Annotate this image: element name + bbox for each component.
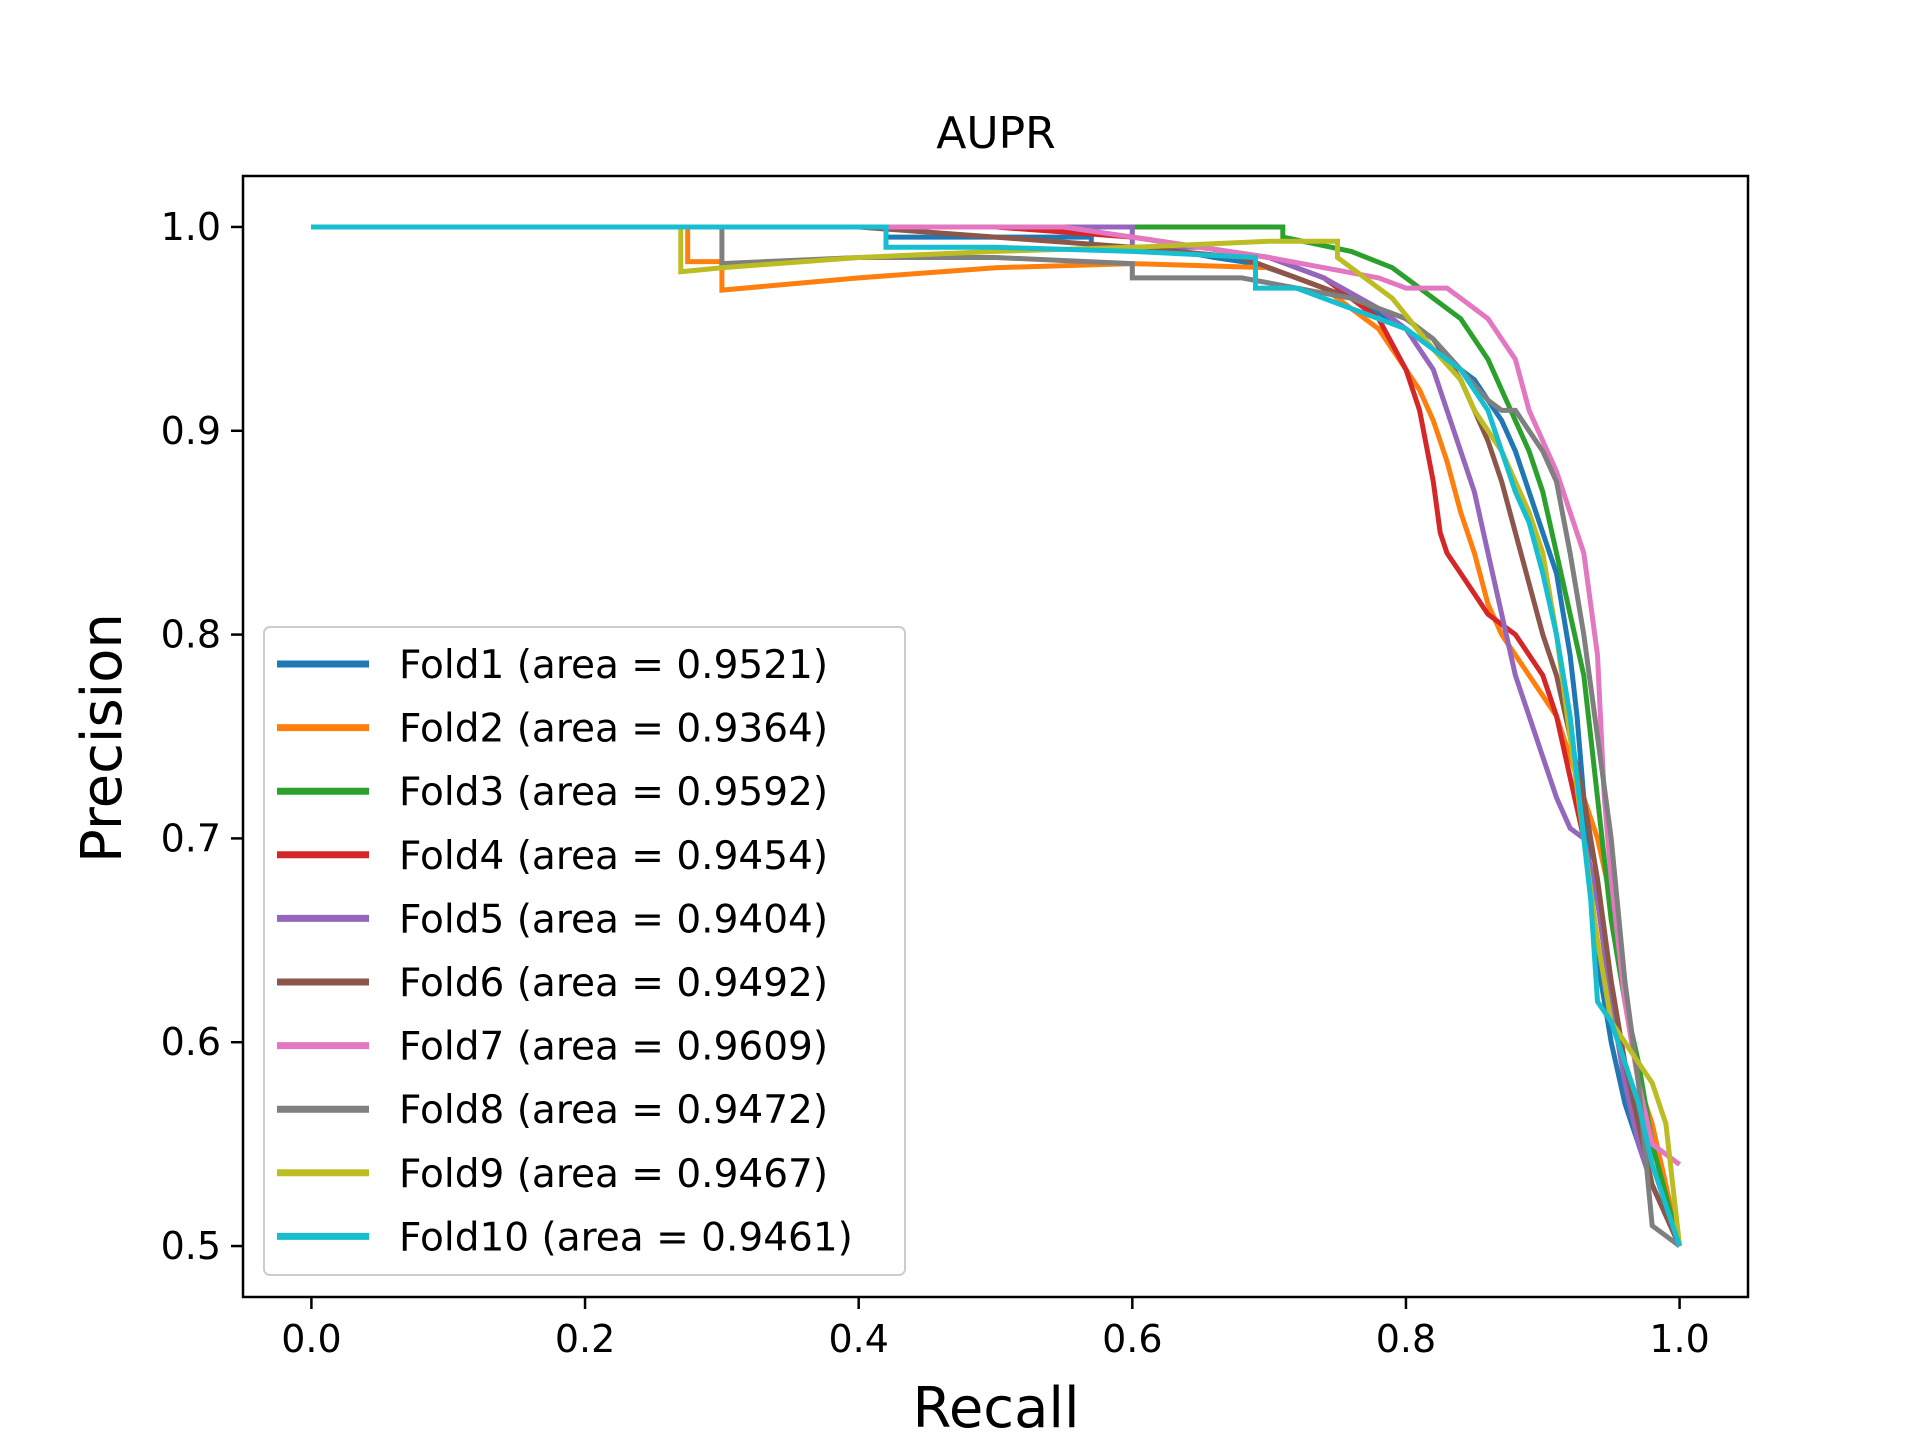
series-lines — [311, 224, 1683, 1249]
y-axis-label: Precision — [70, 613, 135, 863]
series-line-fold8 — [311, 224, 1682, 1249]
x-tick-label: 0.8 — [1376, 1317, 1436, 1361]
y-axis-ticks: 0.5 0.6 0.7 0.8 0.9 1.0 — [161, 205, 243, 1268]
x-tick-label: 0.0 — [281, 1317, 341, 1361]
legend-label-fold8: Fold8 (area = 0.9472) — [399, 1088, 828, 1133]
x-tick-label: 1.0 — [1649, 1317, 1709, 1361]
y-tick-label: 0.6 — [161, 1020, 221, 1064]
series-line-fold6 — [311, 224, 1682, 1248]
legend-label-fold7: Fold7 (area = 0.9609) — [399, 1025, 828, 1070]
series-line-fold10 — [311, 224, 1682, 1247]
legend: Fold1 (area = 0.9521) Fold2 (area = 0.936… — [263, 626, 906, 1276]
legend-label-fold5: Fold5 (area = 0.9404) — [399, 897, 828, 942]
legend-box — [263, 626, 906, 1276]
y-tick-label: 0.9 — [161, 409, 221, 453]
plot-area — [311, 224, 1683, 1249]
legend-label-fold4: Fold4 (area = 0.9454) — [399, 834, 828, 879]
legend-label-fold9: Fold9 (area = 0.9467) — [399, 1152, 828, 1197]
plot-frame — [241, 174, 1750, 1299]
x-tick-label: 0.4 — [828, 1317, 888, 1361]
legend-label-fold2: Fold2 (area = 0.9364) — [399, 707, 828, 752]
x-axis-ticks: 0.0 0.2 0.4 0.6 0.8 1.0 — [281, 1297, 1710, 1361]
series-line-fold3 — [311, 224, 1683, 1247]
x-axis-label: Recall — [912, 1376, 1079, 1440]
x-tick-label: 0.6 — [1102, 1317, 1162, 1361]
chart-title: AUPR — [936, 108, 1055, 159]
legend-label-fold10: Fold10 (area = 0.9461) — [399, 1215, 853, 1260]
x-tick-label: 0.2 — [555, 1317, 615, 1361]
series-line-fold2 — [311, 224, 1683, 1247]
y-tick-label: 0.7 — [161, 816, 221, 860]
legend-label-fold3: Fold3 (area = 0.9592) — [399, 770, 828, 815]
legend-label-fold6: Fold6 (area = 0.9492) — [399, 961, 828, 1006]
y-tick-label: 0.5 — [161, 1224, 221, 1268]
legend-items: Fold1 (area = 0.9521) Fold2 (area = 0.936… — [277, 643, 853, 1260]
y-tick-label: 1.0 — [161, 205, 221, 249]
y-tick-label: 0.8 — [161, 613, 221, 657]
legend-label-fold1: Fold1 (area = 0.9521) — [399, 643, 828, 688]
series-line-fold7 — [311, 224, 1682, 1167]
